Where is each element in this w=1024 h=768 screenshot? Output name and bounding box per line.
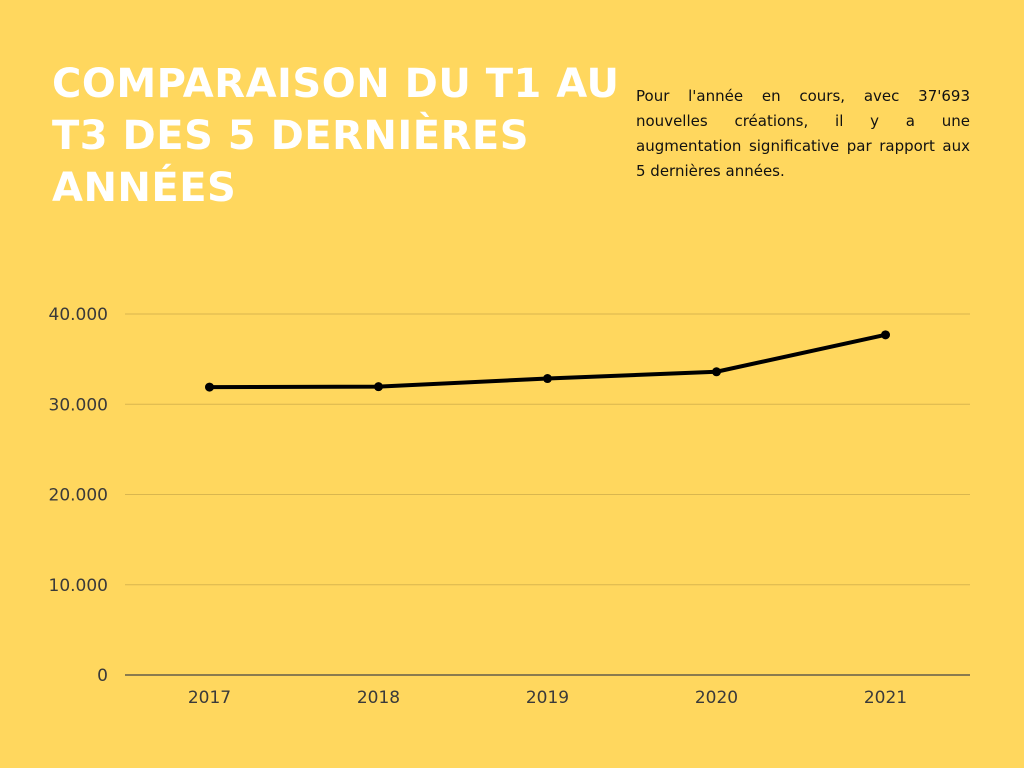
y-tick-label: 0 (97, 666, 108, 686)
data-point (374, 382, 383, 392)
x-tick-label: 2017 (188, 688, 231, 708)
x-tick-label: 2018 (357, 688, 400, 708)
data-point (881, 330, 890, 340)
x-tick-label: 2021 (864, 688, 907, 708)
x-axis-labels: 2017 2018 2019 2020 2021 (188, 688, 907, 708)
x-tick-label: 2019 (526, 688, 569, 708)
grid-lines (125, 313, 970, 676)
y-tick-label: 10.000 (49, 576, 108, 596)
y-axis-labels: 0 10.000 20.000 30.000 40.000 (49, 305, 108, 686)
y-tick-label: 40.000 (49, 305, 108, 325)
x-tick-label: 2020 (695, 688, 738, 708)
y-tick-label: 30.000 (49, 395, 108, 415)
series-layer (205, 330, 890, 392)
data-point (712, 367, 721, 377)
y-tick-label: 20.000 (49, 486, 108, 506)
page-title: COMPARAISON DU T1 AU T3 DES 5 DERNIÈRES … (52, 61, 620, 211)
data-point (543, 374, 552, 384)
summary-text: Pour l'année en cours, avec 37'693 nouve… (636, 87, 970, 180)
data-point (205, 382, 214, 392)
